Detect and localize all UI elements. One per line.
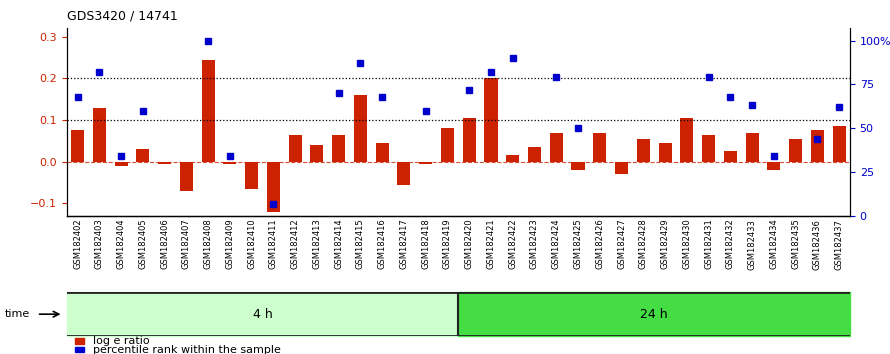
Bar (832, 126, 846, 162)
Bar (75, 338, 85, 344)
Bar (75, 347, 85, 352)
Bar (223, 162, 237, 164)
Bar (484, 78, 498, 162)
Bar (245, 162, 258, 189)
Bar (311, 145, 323, 162)
Bar (71, 131, 85, 162)
Bar (615, 162, 628, 174)
Bar (419, 162, 433, 164)
Bar (550, 132, 562, 162)
Text: 4 h: 4 h (253, 308, 272, 321)
Text: percentile rank within the sample: percentile rank within the sample (93, 344, 281, 354)
Bar (724, 151, 737, 162)
Text: GDS3420 / 14741: GDS3420 / 14741 (67, 9, 177, 22)
Bar (376, 143, 389, 162)
Text: 24 h: 24 h (640, 308, 668, 321)
Bar (267, 162, 280, 212)
Bar (67, 292, 458, 336)
Bar (506, 155, 519, 162)
Text: time: time (4, 309, 30, 319)
Bar (441, 129, 454, 162)
Bar (659, 143, 672, 162)
Bar (202, 59, 214, 162)
Bar (594, 132, 606, 162)
Bar (680, 118, 693, 162)
Bar (136, 149, 150, 162)
Bar (463, 118, 476, 162)
Bar (354, 95, 367, 162)
Bar (288, 135, 302, 162)
Bar (636, 139, 650, 162)
Bar (458, 292, 850, 336)
Bar (528, 147, 541, 162)
Bar (332, 135, 345, 162)
Text: log e ratio: log e ratio (93, 336, 150, 346)
Bar (158, 162, 171, 164)
Bar (115, 162, 127, 166)
Bar (746, 132, 758, 162)
Bar (398, 162, 410, 185)
Bar (811, 131, 824, 162)
Bar (180, 162, 193, 191)
Bar (767, 162, 781, 170)
Bar (93, 108, 106, 162)
Bar (789, 139, 802, 162)
Bar (702, 135, 715, 162)
Bar (571, 162, 585, 170)
